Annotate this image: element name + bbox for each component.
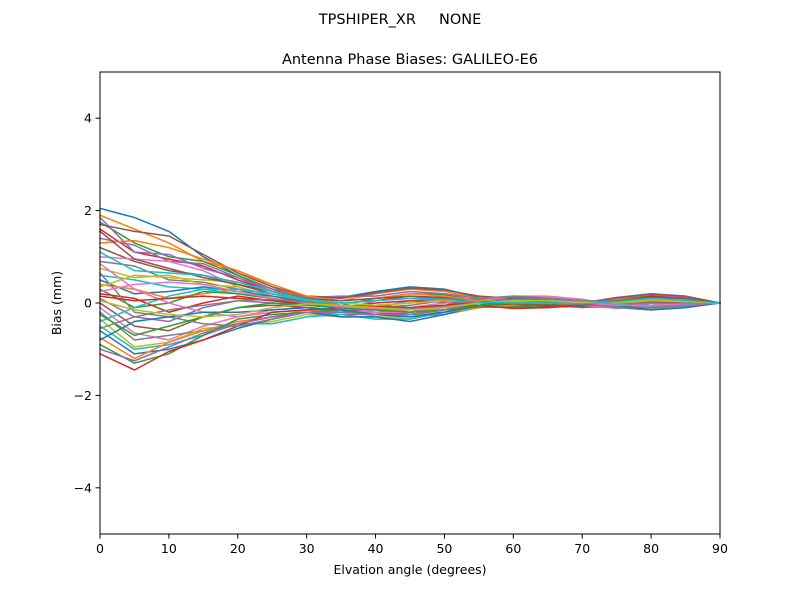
x-tick-label: 90 [712,541,728,556]
series-line-40 [98,251,721,305]
series-layer [98,207,721,371]
x-tick-label: 50 [436,541,452,556]
x-tick-label: 40 [368,541,384,556]
series-line-26 [99,223,721,304]
x-tick-label: 80 [643,541,659,556]
x-tick-label: 0 [96,541,104,556]
y-axis-label: Bias (mm) [49,271,64,335]
x-axis-label: Elvation angle (degrees) [333,562,486,577]
chart-suptitle: TPSHIPER_XR NONE [318,12,482,28]
series-line-2 [99,214,721,304]
series-line-39 [99,299,721,318]
x-tick-label: 10 [161,541,177,556]
x-tick-label: 70 [574,541,590,556]
chart-title: Antenna Phase Biases: GALILEO-E6 [282,52,538,68]
x-axis-ticks: 0 10 20 30 40 50 60 70 80 90 [96,534,728,556]
y-tick-label: −4 [74,480,92,495]
x-tick-label: 20 [230,541,246,556]
y-tick-label: −2 [74,388,92,403]
series-line-36 [98,230,721,307]
y-tick-label: 4 [84,111,92,126]
x-tick-label: 30 [299,541,315,556]
y-axis-ticks: −4 −2 0 2 4 [74,111,100,495]
x-tick-label: 60 [505,541,521,556]
y-tick-label: 0 [84,296,92,311]
series-line-28 [98,271,721,327]
series-line-25 [98,216,721,305]
y-tick-label: 2 [84,203,92,218]
